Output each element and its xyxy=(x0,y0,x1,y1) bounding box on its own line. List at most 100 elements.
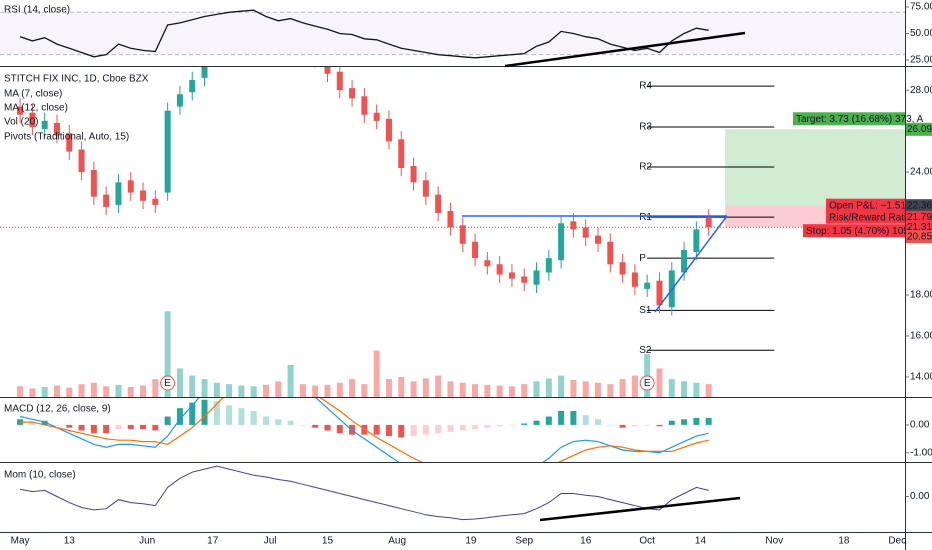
target-label: Target: 3.73 (16.68%) 373, A xyxy=(796,114,924,125)
candle-body xyxy=(66,133,73,152)
volume-bar xyxy=(484,384,491,397)
volume-bar xyxy=(508,386,515,397)
volume-bar xyxy=(472,384,479,397)
volume-bar xyxy=(705,384,712,397)
macd-histogram-bar xyxy=(484,424,491,428)
x-tick-label: Jul xyxy=(264,536,277,547)
candle-body xyxy=(201,66,208,78)
macd-line xyxy=(19,397,709,462)
mom-trendline xyxy=(539,496,741,522)
candle-body xyxy=(53,122,60,136)
volume-bar xyxy=(103,386,110,397)
mom-pane xyxy=(20,465,709,521)
candle-body xyxy=(176,94,183,107)
macd-histogram-bar xyxy=(656,424,663,427)
macd-histogram-bar xyxy=(447,424,454,432)
macd-histogram-bar xyxy=(213,401,220,425)
volume-bar xyxy=(127,387,134,397)
y-tick-label: 14.00 xyxy=(910,372,932,383)
candle-body xyxy=(189,79,196,93)
x-tick-label: 15 xyxy=(322,536,334,547)
macd-histogram-bar xyxy=(631,424,638,427)
pivot-label: S1 xyxy=(639,305,652,316)
macd-histogram-bar xyxy=(263,416,270,425)
volume-bar xyxy=(287,364,294,397)
x-tick-label: May xyxy=(11,536,30,547)
volume-bar xyxy=(17,386,24,397)
volume-bar xyxy=(681,381,688,397)
macd-histogram-bar xyxy=(435,424,442,434)
mom-title: Mom (10, close) xyxy=(4,470,76,481)
stop-label-bg xyxy=(803,224,905,238)
x-tick-label: 19 xyxy=(465,536,477,547)
macd-histogram-bar xyxy=(373,424,380,435)
y-tick-label: 18.00 xyxy=(910,290,932,301)
candle-body xyxy=(361,96,368,115)
volume-bar xyxy=(385,379,392,397)
support-line xyxy=(654,215,728,313)
candle-body xyxy=(336,71,343,91)
pivot-label: P xyxy=(639,253,646,264)
macd-histogram-bar xyxy=(619,424,626,428)
volume-bar xyxy=(78,384,85,397)
candle-body xyxy=(90,170,97,197)
candle-body xyxy=(619,262,626,275)
macd-histogram-bar xyxy=(127,424,134,430)
macd-histogram-bar xyxy=(582,415,589,425)
volume-bar xyxy=(459,382,466,397)
macd-histogram-bar xyxy=(201,399,208,425)
volume-bar xyxy=(201,379,208,397)
earnings-label: E xyxy=(644,378,651,389)
volume-bar xyxy=(164,311,171,397)
candle-body xyxy=(29,112,36,128)
volume-bar xyxy=(693,382,700,397)
candle-body xyxy=(164,110,171,193)
macd-histogram-bar xyxy=(607,424,614,426)
macd-histogram-bar xyxy=(29,422,36,425)
volume-bar xyxy=(361,384,368,397)
price-label: 26.09 xyxy=(907,124,932,135)
volume-bar xyxy=(250,386,257,397)
ratio-label-bg xyxy=(826,210,905,224)
macd-histogram-bar xyxy=(299,424,306,426)
candle-body xyxy=(324,66,331,74)
candle-body xyxy=(508,272,515,279)
pivot-label: R2 xyxy=(639,162,652,173)
target-label-bg xyxy=(793,112,905,126)
x-tick-label: 16 xyxy=(580,536,592,547)
volume-bar xyxy=(435,375,442,397)
candle-body xyxy=(373,112,380,121)
ratio-label: Risk/Reward Ratio: xyxy=(829,212,915,223)
candle-body xyxy=(127,180,134,193)
candle-body xyxy=(570,221,577,230)
candle-body xyxy=(558,223,565,261)
macd-histogram-bar xyxy=(410,424,417,437)
x-tick-label: 18 xyxy=(838,536,850,547)
macd-histogram-bar xyxy=(78,424,85,431)
price-label: 22.36 xyxy=(907,200,932,211)
macd-histogram-bar xyxy=(459,424,466,431)
volume-bar xyxy=(582,381,589,397)
y-tick-label: 28.00 xyxy=(910,85,932,96)
candle-body xyxy=(459,225,466,244)
y-tick-label: 16.00 xyxy=(910,331,932,342)
macd-histogram-bar xyxy=(570,410,577,425)
mom-line xyxy=(20,465,709,521)
macd-histogram-bar xyxy=(545,416,552,425)
macd-histogram-bar xyxy=(115,424,122,430)
volume-bar xyxy=(545,378,552,397)
macd-histogram-bar xyxy=(472,424,479,430)
pivot-label: R1 xyxy=(639,212,652,223)
price-label-bg xyxy=(905,199,932,213)
volume-bar xyxy=(115,384,122,397)
candle-body xyxy=(385,118,392,142)
signal-line xyxy=(20,397,709,462)
pivot-label: S2 xyxy=(639,345,652,356)
rsi-line xyxy=(19,9,709,59)
candle-body xyxy=(595,235,602,244)
candle-body xyxy=(349,88,356,99)
candle-body xyxy=(644,282,651,289)
volume-bar xyxy=(66,387,73,397)
axes: May 13 Jun 17 Jul 15 Aug 19 Sep 16 Oct 14 Nov 18 Dec 14… xyxy=(11,2,932,547)
macd-histogram-bar xyxy=(250,410,257,425)
